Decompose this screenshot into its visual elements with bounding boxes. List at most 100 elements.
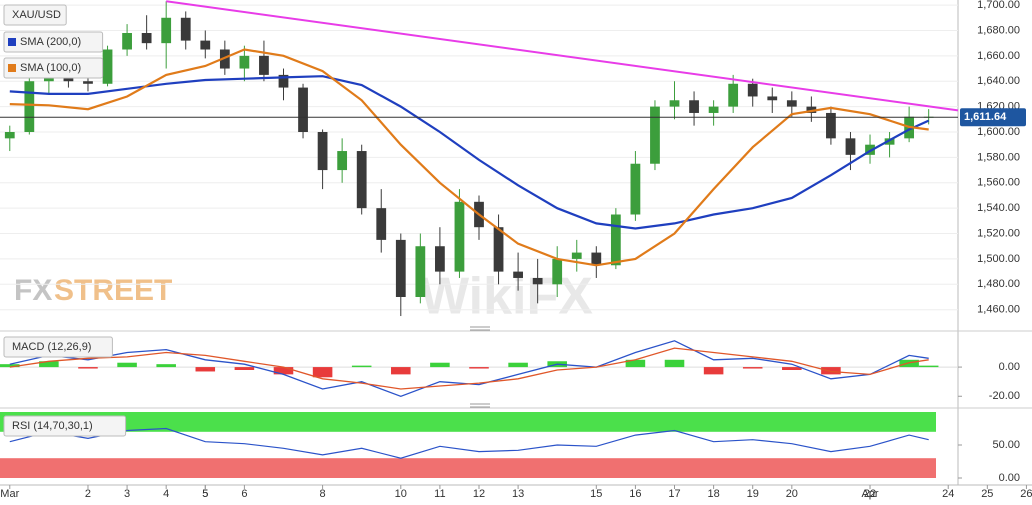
candle-body <box>650 106 660 164</box>
candle-body <box>513 271 523 278</box>
legend-label: SMA (200,0) <box>20 36 81 48</box>
candle-body <box>493 227 504 272</box>
histogram-bar <box>899 359 919 368</box>
y-tick-label: 1,600.00 <box>977 126 1020 138</box>
x-tick-label: 18 <box>707 488 719 500</box>
candle-body <box>630 163 641 215</box>
legend-swatch <box>8 64 16 72</box>
legend-entry: RSI (14,70,30,1) <box>3 415 127 437</box>
histogram-bar <box>273 367 294 375</box>
histogram-bar <box>391 367 411 375</box>
candle-body <box>728 83 739 107</box>
histogram-bar <box>234 367 255 370</box>
candle-body <box>610 214 621 266</box>
histogram-bar <box>351 365 372 368</box>
candle-body <box>826 112 836 139</box>
x-tick-label: 10 <box>395 488 407 500</box>
candle-body <box>376 208 387 240</box>
legend-entry: XAU/USD <box>3 4 67 26</box>
x-tick-label: 6 <box>241 488 247 500</box>
x-tick-label: 22 <box>864 488 876 500</box>
x-tick-label: 3 <box>124 488 130 500</box>
candle-body <box>767 96 778 101</box>
legend-box <box>3 4 67 26</box>
candle-body <box>532 277 543 285</box>
candle-body <box>786 100 797 107</box>
candle-body <box>415 246 426 297</box>
y-tick-label: 1,700.00 <box>977 0 1020 11</box>
watermark: WikiFX <box>420 268 593 326</box>
sma-line <box>9 48 929 267</box>
candle-body <box>24 81 35 132</box>
resize-handle[interactable] <box>470 403 490 408</box>
x-tick-label: 19 <box>747 488 759 500</box>
histogram-bar <box>918 365 939 368</box>
candle-body <box>102 49 113 84</box>
x-tick-label: 5 <box>202 488 208 500</box>
candle-body <box>806 106 817 113</box>
trend-line <box>166 0 959 112</box>
histogram-bar <box>469 367 489 369</box>
histogram-bar <box>78 367 98 369</box>
candle-body <box>435 246 445 272</box>
x-tick-label: Mar <box>0 488 19 500</box>
y-tick-label: 1,580.00 <box>977 151 1020 163</box>
histogram-bar <box>117 362 137 368</box>
y-tick-label: 1,500.00 <box>977 253 1020 265</box>
candle-body <box>571 252 582 259</box>
sma-line <box>9 75 930 230</box>
candle-body <box>219 49 230 69</box>
candle-body <box>141 33 152 44</box>
legend-box <box>3 415 127 437</box>
y-tick-label: 1,660.00 <box>977 50 1020 62</box>
histogram-bar <box>156 364 176 368</box>
rsi-line <box>9 427 929 459</box>
watermark: STREET <box>54 274 172 307</box>
legend-label: RSI (14,70,30,1) <box>12 420 93 432</box>
x-tick-label: 13 <box>512 488 524 500</box>
candle-body <box>356 151 367 209</box>
candle-body <box>845 138 856 155</box>
candle-body <box>708 106 719 113</box>
x-tick-label: 5 <box>202 488 208 500</box>
candle-body <box>259 55 269 75</box>
histogram-bar <box>625 359 646 368</box>
candle-body <box>180 17 191 41</box>
oversold-zone <box>0 458 936 478</box>
y-tick-label: 1,560.00 <box>977 177 1020 189</box>
histogram-bar <box>0 364 20 368</box>
candle-body <box>83 81 93 84</box>
y-tick-label: 50.00 <box>992 439 1020 451</box>
x-tick-label: 15 <box>590 488 602 500</box>
legend-box <box>3 31 104 53</box>
x-tick-label: 24 <box>942 488 954 500</box>
y-tick-label: 1,520.00 <box>977 227 1020 239</box>
x-tick-label: Apr <box>861 488 878 500</box>
candle-body <box>122 33 132 50</box>
histogram-bar <box>312 367 333 378</box>
x-tick-label: 17 <box>668 488 680 500</box>
candle-body <box>669 100 680 107</box>
candle-body <box>454 201 465 272</box>
x-tick-label: 16 <box>629 488 641 500</box>
legend-entry: SMA (200,0) <box>3 31 104 53</box>
legend-label: MACD (12,26,9) <box>12 341 91 353</box>
histogram-bar <box>782 367 802 370</box>
x-tick-label: 26 <box>1020 488 1032 500</box>
histogram-bar <box>703 367 724 375</box>
y-tick-label: 0.00 <box>999 472 1020 484</box>
candle-body <box>200 40 211 50</box>
legend-box <box>3 57 104 79</box>
x-tick-label: 11 <box>434 488 445 500</box>
legend-label: XAU/USD <box>12 9 61 21</box>
legend-swatch <box>8 38 16 46</box>
resize-handle[interactable] <box>470 326 490 331</box>
macd-line <box>9 340 929 397</box>
histogram-bar <box>430 362 450 368</box>
candle-body <box>161 17 172 44</box>
candle-body <box>337 151 348 171</box>
y-tick-label: 1,640.00 <box>977 75 1020 87</box>
x-tick-label: 8 <box>320 488 326 500</box>
candle-body <box>298 87 308 132</box>
last-price-box <box>960 108 1026 127</box>
